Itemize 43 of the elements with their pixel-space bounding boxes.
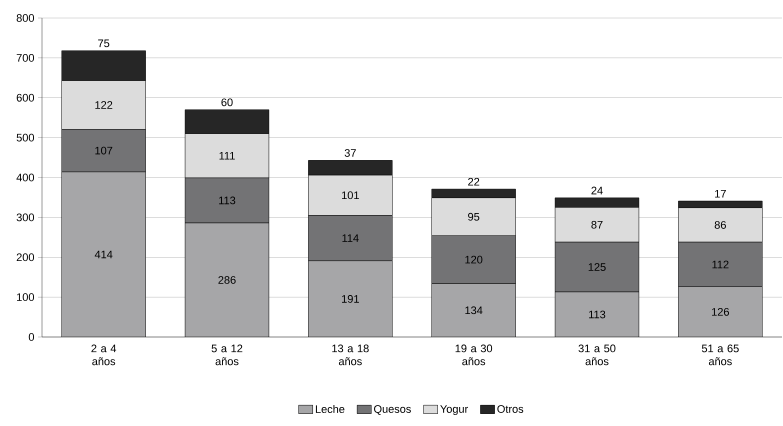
data-label: 95 bbox=[468, 212, 480, 221]
data-label: 120 bbox=[465, 256, 482, 264]
y-tick-label: 0 bbox=[28, 333, 34, 341]
data-label: 75 bbox=[98, 40, 110, 48]
x-tick-label: 5 a 12 años bbox=[212, 344, 242, 366]
data-label: 87 bbox=[591, 220, 603, 229]
x-tick-label: 19 a 30 años bbox=[456, 344, 492, 366]
data-label: 101 bbox=[342, 191, 359, 200]
data-label: 113 bbox=[219, 196, 236, 204]
data-label: 286 bbox=[218, 276, 236, 284]
x-tick-label: 51 a 65 años bbox=[702, 344, 739, 366]
y-tick-label: 200 bbox=[16, 253, 34, 262]
legend-label: Yogur bbox=[440, 405, 468, 415]
data-label: 22 bbox=[468, 178, 480, 186]
y-tick-label: 400 bbox=[16, 174, 34, 182]
legend-label: Otros bbox=[497, 405, 524, 413]
legend-label: Leche bbox=[316, 404, 344, 414]
data-label: 134 bbox=[465, 306, 482, 314]
y-tick-label: 600 bbox=[16, 94, 34, 102]
y-tick-label: 700 bbox=[16, 54, 34, 62]
data-label: 60 bbox=[221, 98, 233, 106]
data-label: 111 bbox=[220, 152, 235, 160]
legend-label: Quesos bbox=[374, 405, 411, 415]
data-label: 414 bbox=[94, 250, 112, 258]
y-tick-label: 800 bbox=[16, 14, 34, 22]
data-label: 113 bbox=[589, 310, 606, 318]
y-tick-label: 500 bbox=[16, 134, 34, 142]
data-label: 17 bbox=[715, 190, 726, 198]
data-label: 126 bbox=[712, 308, 729, 316]
x-tick-label: 2 a 4 años bbox=[91, 344, 116, 366]
data-label: 122 bbox=[95, 101, 112, 109]
x-tick-label: 13 a 18 años bbox=[332, 344, 369, 366]
y-tick-label: 300 bbox=[16, 214, 34, 222]
data-label: 86 bbox=[714, 221, 726, 229]
x-tick-label: 31 a 50 años bbox=[578, 344, 616, 366]
data-label: 37 bbox=[344, 149, 356, 157]
y-tick-label: 100 bbox=[17, 293, 34, 302]
data-label: 112 bbox=[712, 260, 729, 268]
data-label: 107 bbox=[95, 146, 112, 154]
data-label: 24 bbox=[591, 186, 603, 194]
data-label: 114 bbox=[342, 234, 359, 242]
data-label: 125 bbox=[588, 263, 606, 271]
data-label: 191 bbox=[342, 295, 359, 303]
